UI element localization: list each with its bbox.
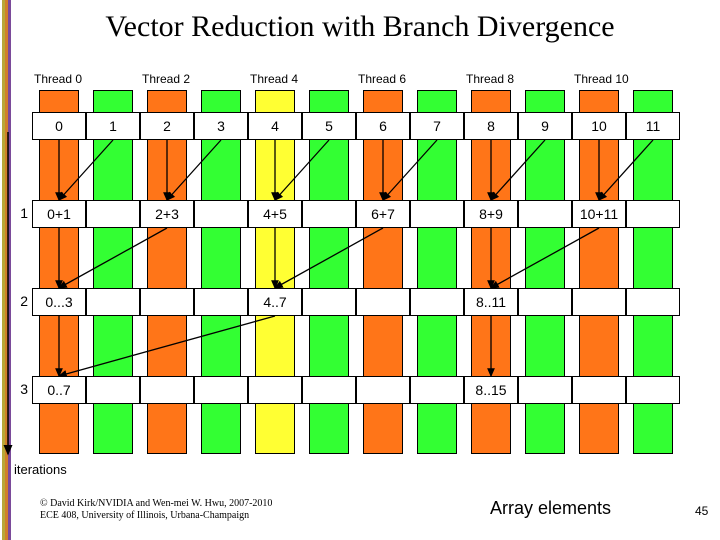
grid-row: 30..78..15 [28, 376, 684, 404]
grid-cell [572, 288, 626, 316]
grid-cell: 8..11 [464, 288, 518, 316]
grid-cell: 11 [626, 112, 680, 140]
grid-row: 10+12+34+56+78+910+11 [28, 200, 684, 228]
iteration-number: 2 [14, 293, 28, 309]
thread-label: Thread 0 [34, 72, 82, 86]
slide-title: Vector Reduction with Branch Divergence [0, 10, 720, 44]
grid-cell: 10+11 [572, 200, 626, 228]
grid-row: 20...34..78..11 [28, 288, 684, 316]
grid-cell: 4+5 [248, 200, 302, 228]
grid-cell [410, 200, 464, 228]
grid-cell [194, 376, 248, 404]
reduction-diagram: Thread 0 Thread 2 Thread 4 Thread 6 Thread 8… [28, 72, 700, 472]
iteration-number: 1 [14, 205, 28, 221]
grid-cell [572, 376, 626, 404]
credit-text: © David Kirk/NVIDIA and Wen-mei W. Hwu, … [40, 498, 272, 522]
grid-cell [194, 288, 248, 316]
grid-cell: 9 [518, 112, 572, 140]
slide-number: 45 [695, 504, 708, 518]
grid-cell [626, 200, 680, 228]
thread-label: Thread 4 [250, 72, 298, 86]
grid-cell: 0...3 [32, 288, 86, 316]
grid-cell: 1 [86, 112, 140, 140]
grid-cell [518, 200, 572, 228]
grid-cell: 4 [248, 112, 302, 140]
grid-cell: 7 [410, 112, 464, 140]
grid-cell [140, 376, 194, 404]
grid-cell: 3 [194, 112, 248, 140]
grid-cell: 4..7 [248, 288, 302, 316]
grid-cell [248, 376, 302, 404]
grid-cell [302, 200, 356, 228]
thread-label: Thread 10 [574, 72, 629, 86]
slide-accent [2, 0, 12, 540]
grid-cell: 2 [140, 112, 194, 140]
grid-cell [626, 376, 680, 404]
credit-line1: © David Kirk/NVIDIA and Wen-mei W. Hwu, … [40, 498, 272, 509]
grid-cell: 6 [356, 112, 410, 140]
grid-cell [518, 376, 572, 404]
array-elements-label: Array elements [490, 498, 611, 519]
grid-cell [140, 288, 194, 316]
grid-cell: 8..15 [464, 376, 518, 404]
grid-cell [410, 288, 464, 316]
grid-cell: 5 [302, 112, 356, 140]
grid-cell: 0+1 [32, 200, 86, 228]
grid-cell [86, 376, 140, 404]
iteration-number: 3 [14, 381, 28, 397]
grid-cell [86, 200, 140, 228]
grid-cell [518, 288, 572, 316]
grid-cell [626, 288, 680, 316]
grid-cell: 10 [572, 112, 626, 140]
grid-cell [356, 288, 410, 316]
grid-cell: 0 [32, 112, 86, 140]
grid-cell: 0..7 [32, 376, 86, 404]
grid-cell: 8 [464, 112, 518, 140]
thread-label: Thread 8 [466, 72, 514, 86]
thread-label: Thread 6 [358, 72, 406, 86]
grid-row: 01234567891011 [28, 112, 684, 140]
credit-line2: ECE 408, University of Illinois, Urbana-… [40, 510, 249, 521]
grid-cell: 8+9 [464, 200, 518, 228]
grid-cell [86, 288, 140, 316]
grid-cell: 6+7 [356, 200, 410, 228]
grid-cell [194, 200, 248, 228]
grid-cell [356, 376, 410, 404]
grid-cell: 2+3 [140, 200, 194, 228]
iterations-label: iterations [14, 462, 67, 477]
thread-label: Thread 2 [142, 72, 190, 86]
grid-cell [410, 376, 464, 404]
grid-cell [302, 288, 356, 316]
grid-cell [302, 376, 356, 404]
